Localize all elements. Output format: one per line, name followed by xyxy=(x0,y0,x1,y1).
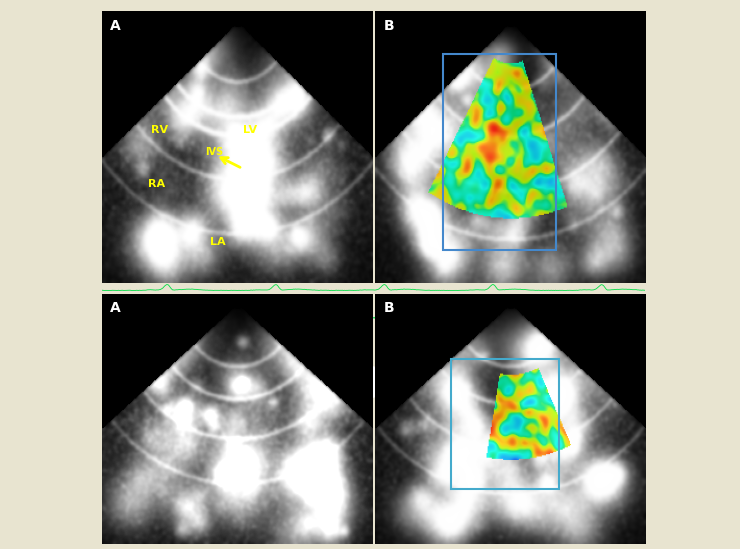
Text: A: A xyxy=(110,19,121,33)
Text: RV: RV xyxy=(151,125,168,135)
Text: B: B xyxy=(383,301,394,315)
Text: RA: RA xyxy=(148,180,165,189)
Text: B: B xyxy=(383,19,394,33)
Text: A: A xyxy=(110,301,121,315)
Text: LA: LA xyxy=(210,237,226,247)
Text: IVS: IVS xyxy=(205,147,223,157)
Text: LV: LV xyxy=(243,125,257,135)
